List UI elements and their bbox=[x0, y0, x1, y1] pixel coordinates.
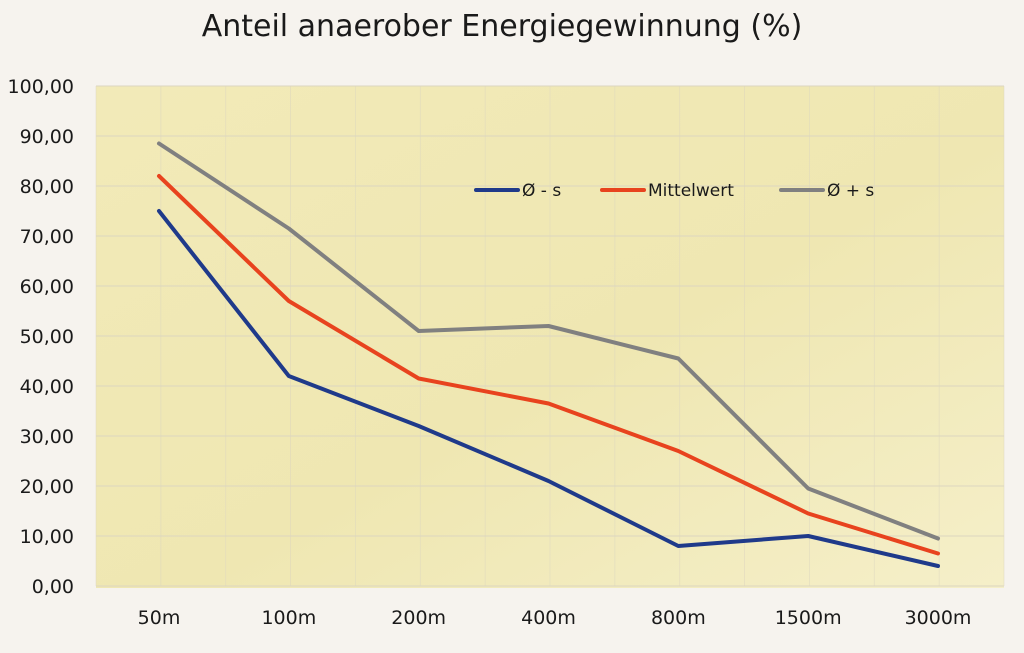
x-tick-label: 200m bbox=[391, 607, 446, 629]
y-axis: 0,00 10,00 20,00 30,00 40,00 50,00 60,00 70,00 8… bbox=[8, 76, 74, 598]
x-axis: 50m 100m 200m 400m 800m 1500m 3000m bbox=[138, 607, 972, 629]
series-line bbox=[157, 209, 940, 568]
legend-label: Ø + s bbox=[827, 181, 874, 201]
x-tick-label: 50m bbox=[138, 607, 181, 629]
y-tick-label: 80,00 bbox=[20, 176, 74, 198]
y-tick-label: 100,00 bbox=[8, 76, 74, 98]
series-line bbox=[157, 141, 940, 541]
chart-title: Anteil anaerober Energiegewinnung (%) bbox=[202, 9, 803, 44]
y-tick-label: 50,00 bbox=[20, 326, 74, 348]
x-tick-label: 800m bbox=[651, 607, 706, 629]
x-tick-label: 100m bbox=[261, 607, 316, 629]
y-tick-label: 20,00 bbox=[20, 476, 74, 498]
y-tick-label: 60,00 bbox=[20, 276, 74, 298]
series-lines bbox=[157, 141, 940, 568]
y-tick-label: 10,00 bbox=[20, 526, 74, 548]
x-tick-label: 400m bbox=[521, 607, 576, 629]
legend-label: Mittelwert bbox=[648, 181, 734, 201]
x-tick-label: 3000m bbox=[905, 607, 972, 629]
y-tick-label: 0,00 bbox=[32, 576, 74, 598]
gridlines bbox=[95, 85, 1005, 587]
y-tick-label: 40,00 bbox=[20, 376, 74, 398]
series-line bbox=[157, 174, 940, 556]
y-tick-label: 70,00 bbox=[20, 226, 74, 248]
y-tick-label: 90,00 bbox=[20, 126, 74, 148]
x-tick-label: 1500m bbox=[775, 607, 842, 629]
legend-label: Ø - s bbox=[522, 181, 561, 201]
y-tick-label: 30,00 bbox=[20, 426, 74, 448]
legend: Ø - s Mittelwert Ø + s bbox=[474, 181, 874, 201]
